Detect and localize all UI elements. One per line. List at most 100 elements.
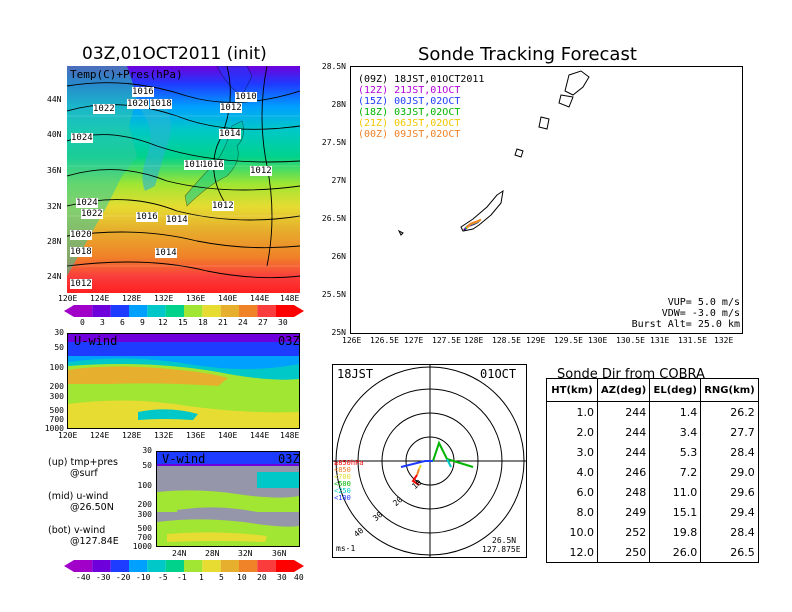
table-row: 2.0 244 3.4 27.7	[546, 422, 759, 442]
colorbar-tick: -30	[96, 573, 111, 582]
legend-row: (21Z) 06JST,02OCT	[358, 118, 460, 129]
temp-colorbar-segment	[110, 305, 129, 317]
p-tick: 100	[137, 481, 152, 490]
isobar-label: 1020	[127, 99, 149, 109]
v-lat-axis: 24N 28N 32N 36N	[160, 549, 304, 559]
lon-tick: 124E	[90, 294, 110, 303]
cell: 250	[596, 542, 651, 563]
isobar-label: 1016	[136, 212, 158, 222]
cell: 244	[596, 422, 651, 442]
cell: 7.2	[649, 462, 702, 482]
lat-tick: 27N	[331, 176, 346, 185]
cobra-table-wrap: HT(km) AZ(deg) EL(deg) RNG(km) 1.0 244 1.4…	[546, 378, 759, 563]
temp-colorbar-left-arrow	[64, 305, 74, 317]
polar-lat: 26.5N	[492, 536, 517, 545]
sonde-track-path	[466, 218, 482, 229]
isobar-label: 1016	[132, 87, 154, 97]
lon-tick: 130.5E	[616, 336, 645, 345]
colorbar-tick: 15	[178, 318, 188, 327]
lon-tick-row: 120E 124E 128E 132E 136E 140E 144E 148E	[58, 294, 308, 304]
temp-colorbar-segment	[239, 305, 258, 317]
cell: 8.0	[546, 502, 598, 522]
lat-tick: 26.5N	[321, 214, 346, 223]
wind-colorbar-segment	[92, 560, 111, 572]
param-line: VUP= 5.0 m/s	[667, 297, 740, 308]
cell: 29.4	[700, 502, 759, 522]
lat-tick: 28.5N	[321, 62, 346, 71]
lat-tick: 32N	[238, 549, 253, 558]
wind-colorbar-segment	[202, 560, 221, 572]
lon-tick: 127.5E	[432, 336, 461, 345]
u-wind-panel	[67, 333, 300, 429]
cell: 3.4	[649, 422, 702, 442]
isobar-label: 1022	[81, 209, 103, 219]
isobar-label: 1012	[220, 103, 242, 113]
height-legend-item: <500	[334, 480, 351, 488]
lat-tick: 26N	[331, 252, 346, 261]
p-tick: 300	[49, 392, 64, 401]
table-row: 12.0 250 26.0 26.5	[546, 542, 759, 563]
temp-colorbar-segment	[275, 305, 294, 317]
colorbar-tick: 5	[219, 573, 224, 582]
u-pressure-axis: 30 50 100 200 300 500 700 1000	[40, 328, 66, 433]
p-tick: 1000	[132, 542, 152, 551]
note-line: @surf	[70, 468, 98, 479]
temp-colorbar-segment	[202, 305, 221, 317]
cell: 252	[596, 522, 651, 542]
colorbar-tick: 9	[140, 318, 145, 327]
cell: 19.8	[649, 522, 702, 542]
lon-tick: 132E	[154, 294, 174, 303]
lon-tick: 128E	[464, 336, 484, 345]
lon-tick: 128E	[122, 294, 142, 303]
height-legend: ≥850hPa <850 <700 <500 <250 <100	[334, 460, 394, 520]
height-legend-item: <850	[334, 466, 351, 474]
p-tick: 500	[49, 406, 64, 415]
v-wind-panel	[156, 451, 300, 547]
temp-pressure-panel	[66, 65, 301, 293]
lon-tick: 127E	[404, 336, 424, 345]
track-lat-axis: 28.5N 28N 27.5N 27N 26.5N 26N 25.5N 25N	[310, 62, 348, 337]
colorbar-tick: 0	[80, 318, 85, 327]
colorbar-tick: 30	[278, 318, 288, 327]
legend-row: (18Z) 03JST,02OCT	[358, 107, 460, 118]
v-wind-label: V-wind	[162, 452, 206, 466]
param-line: Burst Alt= 25.0 km	[631, 319, 740, 330]
polar-unit: ms-1	[336, 544, 356, 553]
isobar-label: 1014	[219, 129, 241, 139]
colorbar-tick: -10	[136, 573, 151, 582]
p-tick: 200	[137, 500, 152, 509]
p-tick: 500	[137, 524, 152, 533]
note-line: (up) tmp+pres	[48, 457, 118, 468]
v-pressure-axis: 30 50 100 200 300 500 700 1000	[128, 446, 154, 551]
wind-colorbar-ticks: -40 -30 -20 -10 -5 -1 1 5 10 20 30 40	[64, 573, 304, 583]
cell: 27.7	[700, 422, 759, 442]
lon-tick: 140E	[218, 431, 238, 440]
wind-colorbar-segment	[257, 560, 276, 572]
temp-colorbar-segment	[129, 305, 148, 317]
v-wind-field	[157, 452, 299, 546]
cell: 244	[596, 442, 651, 462]
table-row: 3.0 244 5.3 28.4	[546, 442, 759, 462]
table-header-row: HT(km) AZ(deg) EL(deg) RNG(km)	[546, 378, 759, 402]
temp-colorbar-segment	[147, 305, 166, 317]
lon-tick: 131E	[650, 336, 670, 345]
p-tick: 100	[49, 363, 64, 372]
isobar-label: 1022	[93, 104, 115, 114]
temp-colorbar-ticks: 0 3 6 9 12 15 18 21 24 27 30	[64, 318, 304, 328]
lon-tick: 144E	[250, 294, 270, 303]
legend-time: 03JST,02OCT	[394, 107, 461, 118]
cell: 248	[596, 482, 651, 502]
legend-time: 06JST,02OCT	[394, 118, 461, 129]
legend-time: 21JST,01OCT	[394, 85, 461, 96]
temp-pressure-map	[66, 65, 301, 293]
isobar-label: 1014	[166, 215, 188, 225]
legend-time: 18JST,01OCT2011	[394, 74, 485, 85]
temp-colorbar-segment	[74, 305, 93, 317]
legend-code: (21Z)	[358, 118, 389, 129]
u-wind-time: 03Z	[278, 334, 300, 348]
lon-tick: 129E	[526, 336, 546, 345]
height-legend-item: ≥850hPa	[334, 459, 364, 467]
polar-plot	[333, 365, 526, 557]
p-tick: 700	[49, 415, 64, 424]
temp-pressure-label: Temp(C)+Pres(hPa)	[70, 68, 183, 81]
